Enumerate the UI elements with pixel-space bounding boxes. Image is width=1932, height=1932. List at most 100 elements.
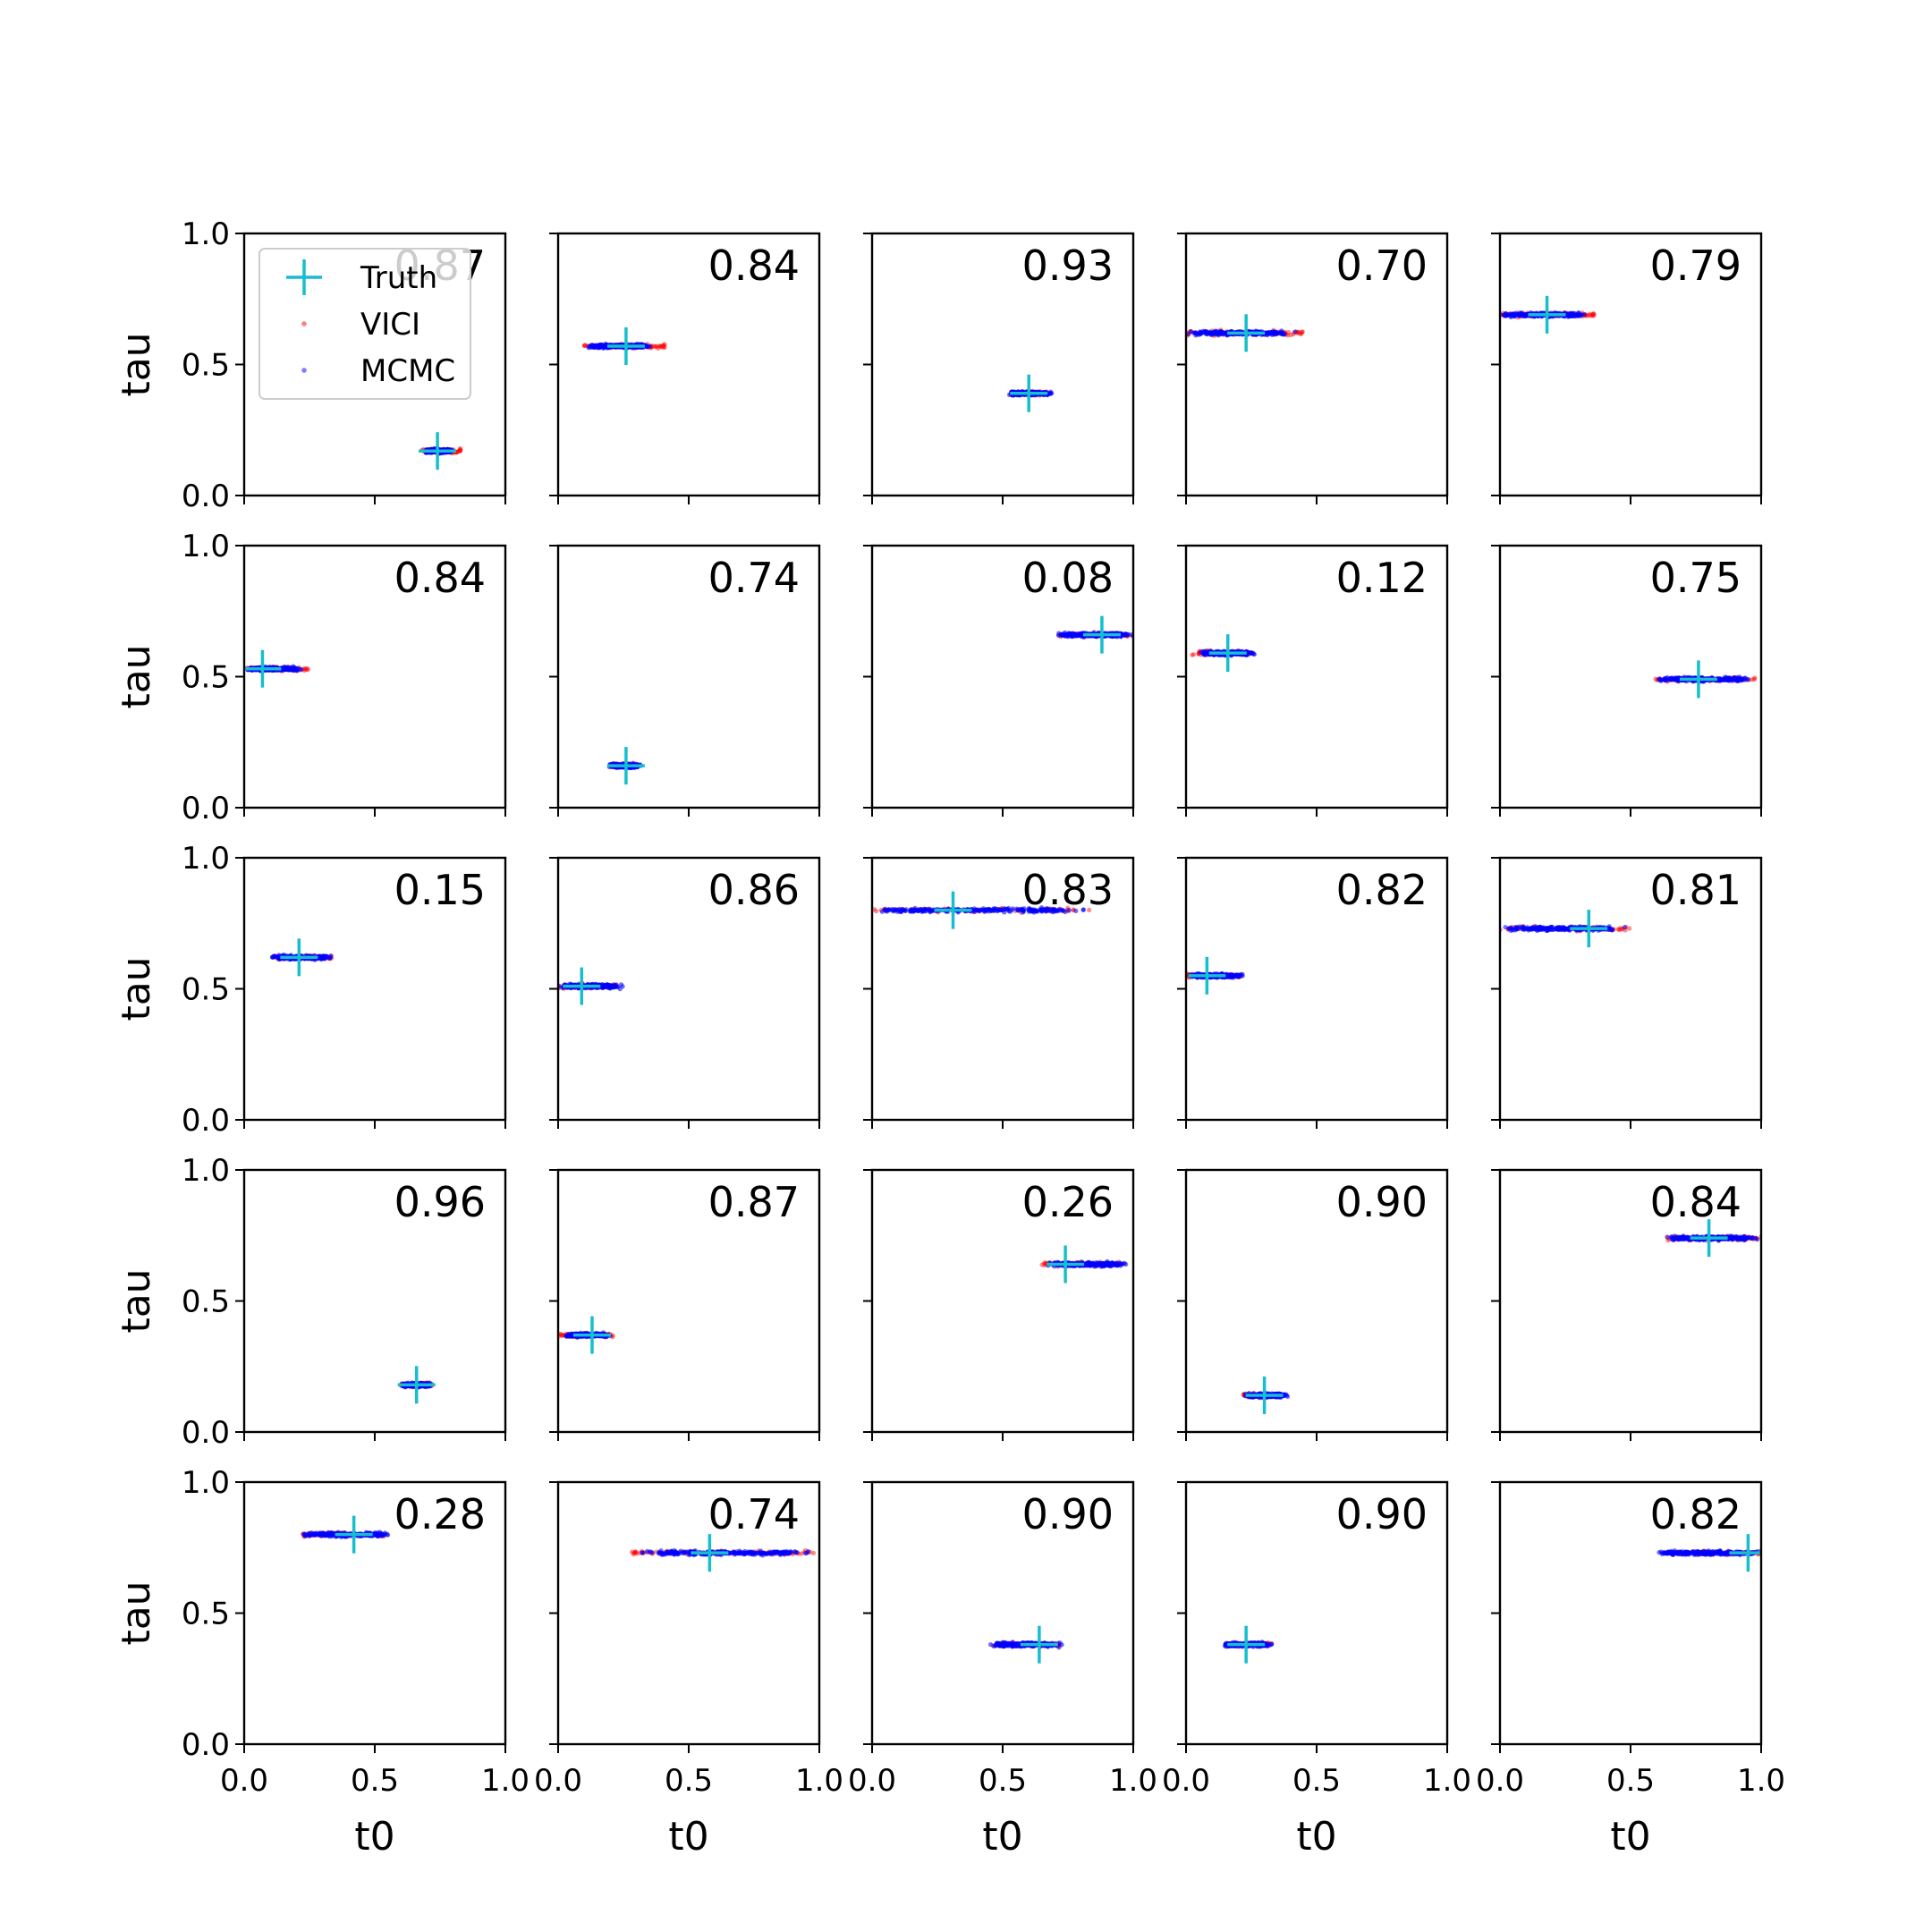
mcmc-point — [1035, 909, 1040, 914]
mcmc-point — [1716, 676, 1722, 682]
truth-marker — [1082, 615, 1121, 654]
mcmc-point — [618, 982, 624, 987]
mcmc-point — [1009, 907, 1014, 912]
mcmc-point — [1066, 908, 1072, 913]
mcmc-point — [1056, 631, 1062, 636]
vici-point — [1590, 311, 1596, 318]
truth-marker — [1188, 956, 1226, 995]
mcmc-point — [1123, 631, 1129, 637]
mcmc-point — [593, 344, 598, 350]
panel-3: 0.93 — [863, 232, 1135, 504]
panel-4: 0.70 — [1177, 232, 1449, 504]
vici-point — [581, 343, 587, 348]
vici-point — [458, 448, 463, 453]
panel-value-label: 0.08 — [1022, 554, 1114, 602]
mcmc-point — [614, 984, 620, 990]
mcmc-point — [1569, 313, 1574, 318]
panel-plot-area — [1055, 615, 1133, 654]
vici-point — [1288, 332, 1293, 338]
truth-marker — [606, 747, 645, 785]
mcmc-point — [1521, 311, 1527, 318]
vici-point — [1298, 331, 1303, 337]
mcmc-point — [1742, 675, 1748, 681]
mcmc-point — [1080, 907, 1086, 912]
mcmc-point — [284, 665, 290, 671]
vici-point — [873, 909, 879, 914]
mcmc-point — [1197, 329, 1202, 335]
vici-point — [1618, 926, 1623, 931]
vici-point — [1300, 329, 1305, 335]
vici-point — [582, 343, 589, 348]
mcmc-point — [915, 908, 920, 913]
truth-marker — [1208, 634, 1247, 673]
truth-marker — [1227, 314, 1266, 352]
mcmc-point — [1672, 677, 1677, 682]
panel-value-label: 0.70 — [1336, 242, 1428, 290]
mcmc-point — [1057, 907, 1063, 912]
mcmc-point — [1208, 329, 1213, 335]
vici-point — [457, 448, 463, 453]
vici-point — [661, 343, 666, 348]
mcmc-point — [1203, 331, 1208, 336]
panel-15: 0.81 — [1491, 856, 1763, 1129]
mcmc-point — [1579, 312, 1584, 318]
mcmc-point — [1724, 675, 1730, 681]
vici-point — [455, 449, 461, 454]
vici-point — [302, 665, 308, 672]
vici-point — [1588, 311, 1593, 317]
panel-13: 0.83 — [863, 856, 1135, 1129]
vici-point — [1752, 675, 1758, 681]
mcmc-point — [288, 665, 293, 671]
vici-point — [1750, 677, 1755, 682]
panel-value-label: 0.79 — [1650, 242, 1741, 290]
vici-point — [659, 344, 665, 350]
truth-marker — [934, 891, 972, 929]
mcmc-point — [920, 908, 926, 913]
mcmc-point — [273, 953, 278, 959]
vici-point — [661, 344, 666, 350]
vici-point — [654, 343, 659, 350]
vici-point — [1286, 329, 1292, 335]
mcmc-point — [1225, 972, 1231, 978]
y-tick-label: 0.0 — [182, 1103, 230, 1139]
y-axis-label: tau — [114, 644, 159, 708]
mcmc-point — [1658, 678, 1664, 683]
mcmc-point — [589, 343, 594, 348]
truth-marker — [563, 967, 601, 1005]
vici-point — [1300, 329, 1305, 335]
truth-marker — [606, 326, 645, 365]
mcmc-point — [1502, 312, 1507, 318]
vici-point — [872, 906, 877, 912]
mcmc-point — [1267, 331, 1273, 336]
panel-5: 0.79 — [1491, 232, 1763, 504]
vici-point — [303, 666, 309, 673]
y-tick-label: 0.5 — [182, 348, 230, 384]
truth-marker — [280, 938, 318, 977]
mcmc-point — [294, 667, 300, 674]
y-tick-label: 1.0 — [182, 529, 230, 564]
vici-point — [1299, 331, 1304, 336]
panel-8: 0.08 — [863, 544, 1135, 817]
panel-value-label: 0.15 — [394, 866, 486, 914]
mcmc-point — [991, 906, 996, 911]
vici-point — [1653, 676, 1658, 682]
panel-value-label: 0.93 — [1022, 242, 1114, 290]
mcmc-point — [1250, 650, 1256, 656]
mcmc-point — [1510, 311, 1516, 317]
panel-plot-area — [1186, 314, 1305, 352]
mcmc-point — [1069, 632, 1074, 639]
vici-point — [652, 343, 657, 349]
mcmc-point — [997, 907, 1003, 912]
mcmc-point — [1192, 330, 1198, 335]
panel-14: 0.82 — [1177, 856, 1449, 1129]
vici-point — [456, 448, 462, 454]
truth-marker — [419, 432, 457, 470]
mcmc-point — [324, 953, 329, 959]
panel-plot-area — [581, 326, 667, 365]
panel-plot-area — [269, 938, 335, 977]
panel-plot-area — [558, 967, 625, 1005]
y-tick-label: 1.0 — [182, 841, 230, 877]
